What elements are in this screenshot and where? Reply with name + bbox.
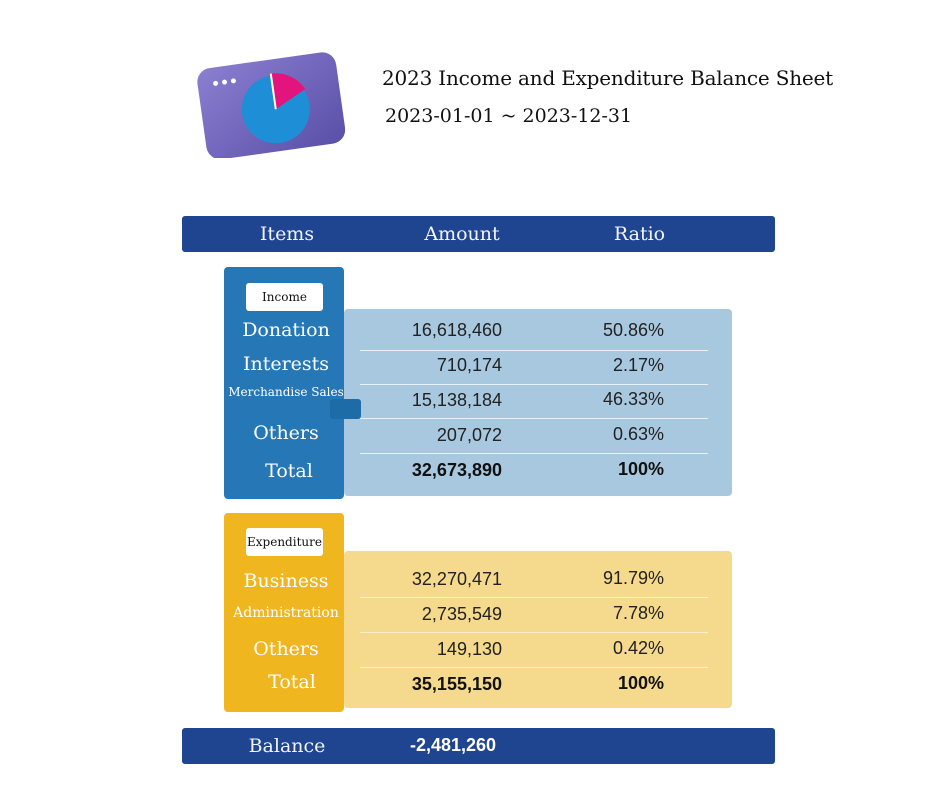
row-divider <box>360 667 708 668</box>
expenditure-panel <box>344 551 732 708</box>
row-divider <box>360 350 708 351</box>
column-amount: Amount <box>424 223 500 245</box>
expenditure-amount-total: 35,155,150 <box>411 674 502 694</box>
expenditure-label-total: Total <box>268 671 316 693</box>
income-panel <box>344 309 732 496</box>
column-header-band: Items Amount Ratio <box>182 216 775 252</box>
report-period: 2023-01-01 ~ 2023-12-31 <box>385 105 633 127</box>
income-label-donation: Donation <box>242 319 330 341</box>
row-divider <box>360 384 708 385</box>
row-divider <box>360 632 708 633</box>
income-amount-others: 207,072 <box>436 425 502 445</box>
income-sidebar: Income Donation Interests Merchandise Sa… <box>224 267 344 499</box>
expenditure-ratio-business: 91.79% <box>602 568 664 588</box>
expenditure-label-others: Others <box>253 638 319 660</box>
expenditure-ratio-administration: 7.78% <box>612 603 664 623</box>
income-label-others: Others <box>253 422 319 444</box>
pie-chart-window-icon <box>195 50 346 160</box>
income-badge: Income <box>246 283 323 311</box>
income-amount-total: 32,673,890 <box>411 460 502 480</box>
expenditure-amount-administration: 2,735,549 <box>421 604 502 624</box>
income-label-interests: Interests <box>242 353 330 375</box>
column-ratio: Ratio <box>613 223 666 245</box>
row-divider <box>360 453 708 454</box>
income-label-merchandise-sales: Merchandise Sales <box>228 385 344 399</box>
income-amount-merchandise-sales: 15,138,184 <box>411 390 502 410</box>
column-items: Items <box>259 223 315 245</box>
expenditure-ratio-others: 0.42% <box>612 638 664 658</box>
balance-band <box>182 728 775 764</box>
row-divider <box>360 597 708 598</box>
income-ratio-interests: 2.17% <box>612 355 664 375</box>
income-label-total: Total <box>265 460 313 482</box>
income-row-tab <box>330 399 361 419</box>
expenditure-label-administration: Administration <box>233 605 339 621</box>
expenditure-amount-business: 32,270,471 <box>411 569 502 589</box>
income-amount-donation: 16,618,460 <box>411 320 502 340</box>
expenditure-badge: Expenditure <box>246 528 323 556</box>
expenditure-sidebar: Expenditure Business Administration Othe… <box>224 513 344 712</box>
income-ratio-total: 100% <box>617 459 664 479</box>
report-title: 2023 Income and Expenditure Balance Shee… <box>382 66 833 90</box>
income-amount-interests: 710,174 <box>436 355 502 375</box>
expenditure-ratio-total: 100% <box>617 673 664 693</box>
row-divider <box>360 418 708 419</box>
balance-label: Balance <box>248 735 326 757</box>
income-ratio-donation: 50.86% <box>602 320 664 340</box>
expenditure-amount-others: 149,130 <box>436 639 502 659</box>
expenditure-label-business: Business <box>243 570 329 592</box>
balance-amount: -2,481,260 <box>410 735 497 755</box>
income-ratio-others: 0.63% <box>612 424 664 444</box>
income-ratio-merchandise-sales: 46.33% <box>602 389 664 409</box>
